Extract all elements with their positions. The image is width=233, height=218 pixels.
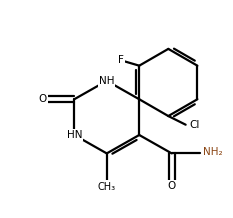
- Text: Cl: Cl: [189, 120, 199, 130]
- Text: O: O: [39, 94, 47, 104]
- Text: F: F: [118, 55, 124, 65]
- Text: O: O: [168, 181, 176, 191]
- Text: NH₂: NH₂: [203, 147, 223, 157]
- Text: HN: HN: [66, 130, 82, 140]
- Text: NH: NH: [99, 76, 114, 86]
- Text: CH₃: CH₃: [98, 181, 116, 191]
- Text: CH₃: CH₃: [98, 182, 116, 192]
